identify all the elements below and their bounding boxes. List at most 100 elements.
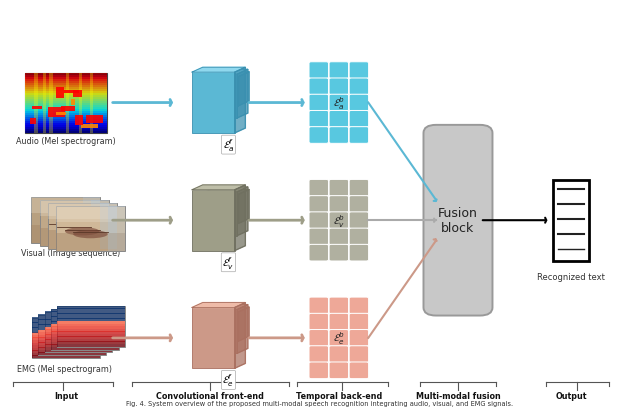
FancyBboxPatch shape	[349, 180, 369, 197]
FancyBboxPatch shape	[329, 313, 349, 330]
Polygon shape	[239, 307, 249, 341]
FancyBboxPatch shape	[349, 196, 369, 213]
Bar	[51, 309, 118, 350]
Bar	[45, 312, 113, 315]
Bar	[43, 74, 46, 133]
Bar	[75, 116, 83, 126]
Bar	[48, 204, 116, 220]
Text: $\mathcal{E}_v^f$: $\mathcal{E}_v^f$	[222, 254, 234, 271]
Text: Temporal back-end: Temporal back-end	[296, 391, 382, 400]
Polygon shape	[206, 70, 248, 75]
Polygon shape	[237, 70, 248, 119]
FancyBboxPatch shape	[349, 362, 369, 379]
Polygon shape	[239, 190, 249, 224]
Bar	[38, 322, 106, 325]
Bar	[25, 127, 107, 129]
Bar	[56, 206, 125, 222]
Bar	[32, 335, 100, 338]
Polygon shape	[235, 185, 245, 251]
Bar	[45, 344, 113, 348]
FancyBboxPatch shape	[349, 245, 369, 261]
Bar	[51, 334, 118, 337]
Bar	[206, 75, 237, 119]
Text: $\mathcal{E}_a^f$: $\mathcal{E}_a^f$	[223, 137, 234, 154]
FancyBboxPatch shape	[309, 228, 328, 245]
Bar	[25, 79, 107, 81]
Bar	[25, 107, 107, 109]
Ellipse shape	[65, 228, 100, 236]
Bar	[25, 123, 107, 125]
Text: Audio (Mel spectrogram): Audio (Mel spectrogram)	[16, 137, 116, 146]
Bar	[32, 332, 100, 335]
Bar	[51, 322, 118, 325]
Bar	[38, 317, 106, 320]
Bar	[57, 331, 125, 334]
Bar	[38, 345, 106, 348]
FancyBboxPatch shape	[329, 362, 349, 379]
Bar	[25, 112, 107, 113]
Bar	[38, 320, 106, 323]
Bar	[45, 327, 113, 330]
Text: $\mathcal{E}_v^b$: $\mathcal{E}_v^b$	[333, 212, 345, 229]
Bar	[553, 180, 589, 261]
Bar	[100, 204, 116, 249]
Bar	[51, 319, 118, 322]
Bar	[108, 206, 125, 252]
Bar	[38, 347, 106, 350]
Bar	[49, 74, 52, 133]
Bar	[57, 306, 125, 347]
Bar	[32, 340, 100, 343]
Bar	[57, 342, 125, 344]
FancyBboxPatch shape	[329, 346, 349, 363]
Bar	[45, 312, 113, 353]
Bar	[31, 119, 36, 125]
FancyBboxPatch shape	[349, 228, 369, 245]
Bar	[25, 105, 107, 107]
FancyBboxPatch shape	[329, 196, 349, 213]
FancyBboxPatch shape	[309, 297, 328, 314]
Bar	[31, 225, 100, 243]
FancyBboxPatch shape	[349, 127, 369, 144]
Bar	[38, 327, 106, 330]
Bar	[45, 314, 113, 317]
Bar	[56, 88, 64, 98]
Bar	[57, 329, 125, 332]
Bar	[32, 345, 100, 348]
FancyBboxPatch shape	[349, 346, 369, 363]
Polygon shape	[235, 303, 245, 368]
Bar	[45, 339, 113, 342]
Bar	[92, 201, 109, 246]
FancyBboxPatch shape	[424, 126, 493, 316]
Bar	[25, 131, 107, 133]
Bar	[51, 316, 118, 319]
Bar	[45, 322, 113, 325]
Bar	[45, 350, 113, 353]
Bar	[32, 338, 100, 341]
Bar	[25, 109, 107, 111]
FancyBboxPatch shape	[309, 362, 328, 379]
Bar	[25, 77, 107, 79]
Text: Output: Output	[555, 391, 587, 400]
Bar	[51, 311, 118, 314]
FancyBboxPatch shape	[329, 228, 349, 245]
FancyBboxPatch shape	[349, 212, 369, 229]
Bar	[32, 350, 100, 353]
Bar	[192, 73, 235, 134]
Bar	[51, 344, 118, 347]
Bar	[192, 190, 235, 251]
Bar	[56, 206, 125, 252]
Bar	[57, 326, 125, 329]
Bar	[192, 308, 235, 368]
Bar	[51, 332, 118, 335]
Bar	[217, 195, 239, 224]
Bar	[25, 74, 107, 75]
Text: Multi-modal fusion: Multi-modal fusion	[415, 391, 500, 400]
Text: EMG (Mel spectrogram): EMG (Mel spectrogram)	[17, 364, 112, 373]
Bar	[25, 113, 107, 115]
Bar	[25, 101, 107, 103]
Bar	[25, 81, 107, 83]
Bar	[25, 76, 107, 77]
Bar	[25, 121, 107, 123]
Bar	[45, 335, 113, 337]
Bar	[71, 100, 76, 105]
